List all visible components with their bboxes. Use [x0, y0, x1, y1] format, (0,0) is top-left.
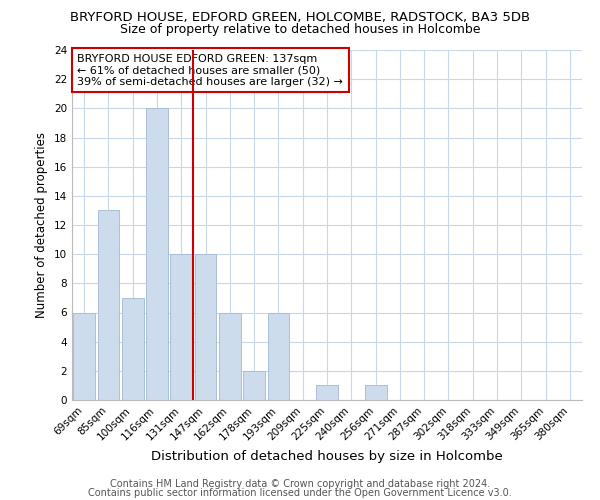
X-axis label: Distribution of detached houses by size in Holcombe: Distribution of detached houses by size … — [151, 450, 503, 463]
Bar — [122, 298, 143, 400]
Bar — [316, 386, 338, 400]
Y-axis label: Number of detached properties: Number of detached properties — [35, 132, 49, 318]
Bar — [243, 371, 265, 400]
Text: Contains public sector information licensed under the Open Government Licence v3: Contains public sector information licen… — [88, 488, 512, 498]
Bar — [194, 254, 217, 400]
Text: BRYFORD HOUSE EDFORD GREEN: 137sqm
← 61% of detached houses are smaller (50)
39%: BRYFORD HOUSE EDFORD GREEN: 137sqm ← 61%… — [77, 54, 343, 86]
Bar — [146, 108, 168, 400]
Text: Size of property relative to detached houses in Holcombe: Size of property relative to detached ho… — [120, 22, 480, 36]
Text: Contains HM Land Registry data © Crown copyright and database right 2024.: Contains HM Land Registry data © Crown c… — [110, 479, 490, 489]
Text: BRYFORD HOUSE, EDFORD GREEN, HOLCOMBE, RADSTOCK, BA3 5DB: BRYFORD HOUSE, EDFORD GREEN, HOLCOMBE, R… — [70, 11, 530, 24]
Bar — [365, 386, 386, 400]
Bar — [73, 312, 95, 400]
Bar — [170, 254, 192, 400]
Bar — [97, 210, 119, 400]
Bar — [219, 312, 241, 400]
Bar — [268, 312, 289, 400]
